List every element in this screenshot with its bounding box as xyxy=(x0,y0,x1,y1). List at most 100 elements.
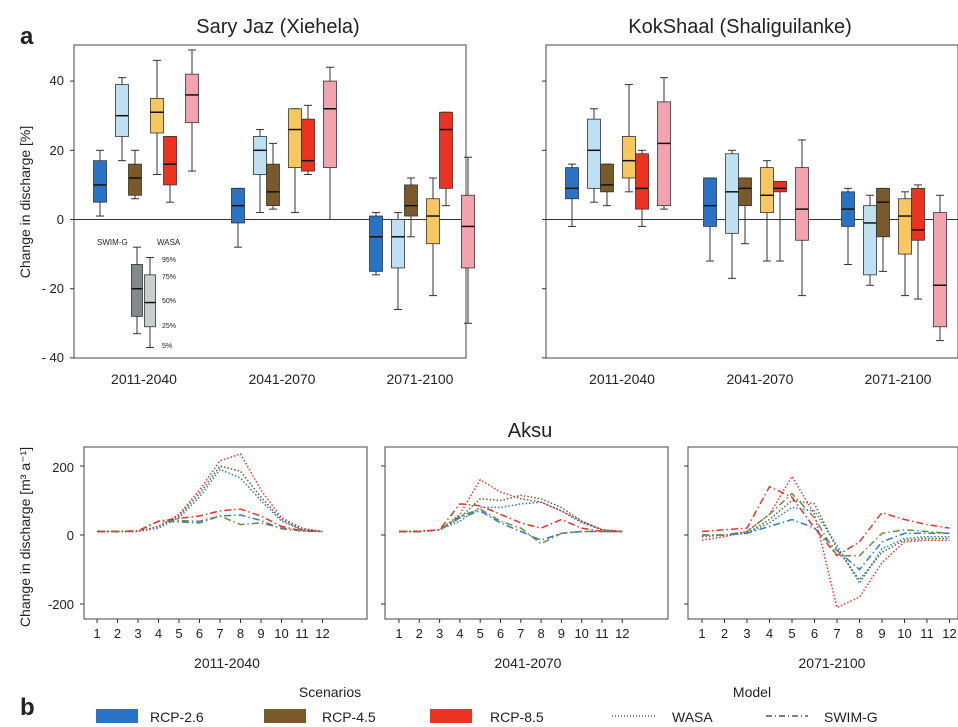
legend-box-wasa-label: WASA xyxy=(157,238,181,247)
x-tick-label: 7 xyxy=(216,626,223,641)
chart-title-aksu: Aksu xyxy=(508,420,552,442)
x-category-label: 2041-2070 xyxy=(249,371,316,387)
x-tick-label: 1 xyxy=(93,626,100,641)
box xyxy=(773,181,787,193)
box xyxy=(725,153,739,234)
box xyxy=(266,163,280,207)
legend-box xyxy=(131,264,143,317)
box xyxy=(600,163,614,193)
series-line-rcp-45-swim-g xyxy=(97,515,323,533)
x-tick-label: 9 xyxy=(558,626,565,641)
box xyxy=(863,205,877,276)
x-tick-label: 7 xyxy=(517,626,524,641)
period-label: 2011-2040 xyxy=(194,655,260,671)
box xyxy=(795,167,809,241)
box xyxy=(876,187,890,238)
line-panel-2041-2070 xyxy=(384,446,669,620)
series-line-rcp-45-swim-g xyxy=(702,492,950,557)
box xyxy=(323,80,337,168)
x-tick-label: 3 xyxy=(134,626,141,641)
legend-swatch-rcp45 xyxy=(264,709,306,723)
x-tick-label: 12 xyxy=(942,626,956,641)
x-tick-label: 9 xyxy=(257,626,264,641)
box xyxy=(565,167,579,200)
legend-scenarios-title: Scenarios xyxy=(299,684,361,700)
box xyxy=(703,177,717,227)
x-tick-label: 9 xyxy=(878,626,885,641)
period-label: 2071-2100 xyxy=(799,655,866,671)
series-line-rcp-85-wasa xyxy=(701,474,950,609)
legend-label-wasa: WASA xyxy=(672,709,713,725)
series-line-rcp-85-wasa xyxy=(399,478,623,533)
series-line-rcp-26-swim-g xyxy=(702,518,950,571)
x-tick-label: 10 xyxy=(897,626,911,641)
box xyxy=(760,167,774,213)
line-panel-2011-2040 xyxy=(83,446,368,620)
x-tick-label: 8 xyxy=(856,626,863,641)
series-line-rcp-45-wasa xyxy=(97,465,323,533)
box xyxy=(657,101,671,207)
box xyxy=(301,118,315,172)
legend-box-p50: 50% xyxy=(162,298,176,305)
series-line-rcp-85-swim-g xyxy=(399,503,623,533)
series-line-rcp-45-swim-g xyxy=(399,508,623,545)
legend-model-title: Model xyxy=(733,684,771,700)
plot-frame-kokshaal xyxy=(545,44,958,359)
x-category-label: 2071-2100 xyxy=(387,371,454,387)
series-line-rcp-26-swim-g xyxy=(399,510,623,542)
y-axis-label-bottom: Change in discharge [m³ a⁻¹] xyxy=(17,447,33,627)
x-tick-label: 1 xyxy=(395,626,402,641)
series-line-rcp-45-wasa xyxy=(399,494,623,533)
legend-box-p5: 5% xyxy=(162,343,172,350)
legend-box xyxy=(144,274,156,328)
series-line-rcp-26-wasa xyxy=(701,506,950,585)
chart-title-kokshaal: KokShaal (Shaliguilanke) xyxy=(628,16,851,38)
box xyxy=(150,98,164,134)
y-tick-label: 200 xyxy=(52,460,74,475)
x-tick-label: 11 xyxy=(595,626,609,641)
box xyxy=(439,111,453,189)
x-tick-label: 4 xyxy=(155,626,162,641)
box xyxy=(163,136,177,186)
box xyxy=(288,108,302,168)
x-tick-label: 10 xyxy=(274,626,288,641)
legend-swatch-rcp85 xyxy=(430,709,472,723)
box xyxy=(426,198,440,245)
legend-label-swim: SWIM-G xyxy=(824,709,878,725)
y-tick-label: 0 xyxy=(67,528,74,543)
box xyxy=(404,184,418,217)
x-tick-label: 3 xyxy=(436,626,443,641)
x-category-label: 2011-2040 xyxy=(589,371,655,387)
box xyxy=(185,73,199,124)
box xyxy=(635,153,649,210)
legend-label-rcp85: RCP-8.5 xyxy=(490,709,544,725)
series-line-rcp-85-swim-g xyxy=(701,485,950,557)
series-line-rcp-85-wasa xyxy=(97,452,323,533)
x-tick-label: 2 xyxy=(114,626,121,641)
legend-box-p95: 95% xyxy=(162,257,176,264)
legend-label-rcp26: RCP-2.6 xyxy=(150,709,204,725)
x-tick-label: 12 xyxy=(615,626,629,641)
x-tick-label: 5 xyxy=(788,626,795,641)
panel-label-b: b xyxy=(20,694,35,721)
box xyxy=(738,177,752,207)
x-tick-label: 3 xyxy=(743,626,750,641)
x-tick-label: 6 xyxy=(811,626,818,641)
x-tick-label: 4 xyxy=(766,626,773,641)
legend-box-swim-label: SWIM-G xyxy=(97,238,128,247)
x-tick-label: 5 xyxy=(477,626,484,641)
box xyxy=(622,136,636,179)
box xyxy=(933,212,947,328)
x-tick-label: 2 xyxy=(416,626,423,641)
y-tick-label: 0 xyxy=(57,212,64,227)
x-tick-label: 6 xyxy=(497,626,504,641)
x-category-label: 2071-2100 xyxy=(865,371,932,387)
box xyxy=(115,84,129,137)
y-tick-label: - 20 xyxy=(42,281,64,296)
x-tick-label: 8 xyxy=(537,626,544,641)
x-tick-label: 5 xyxy=(175,626,182,641)
x-tick-label: 8 xyxy=(237,626,244,641)
chart-marks: 1 2 3 4 5 6 7 8 9 10 11 12 1 2 3 4 5 6 7 8 9 10 11 12 1 2 3 4 5 6 7 8 9 1… xyxy=(70,49,958,641)
box xyxy=(391,219,405,269)
